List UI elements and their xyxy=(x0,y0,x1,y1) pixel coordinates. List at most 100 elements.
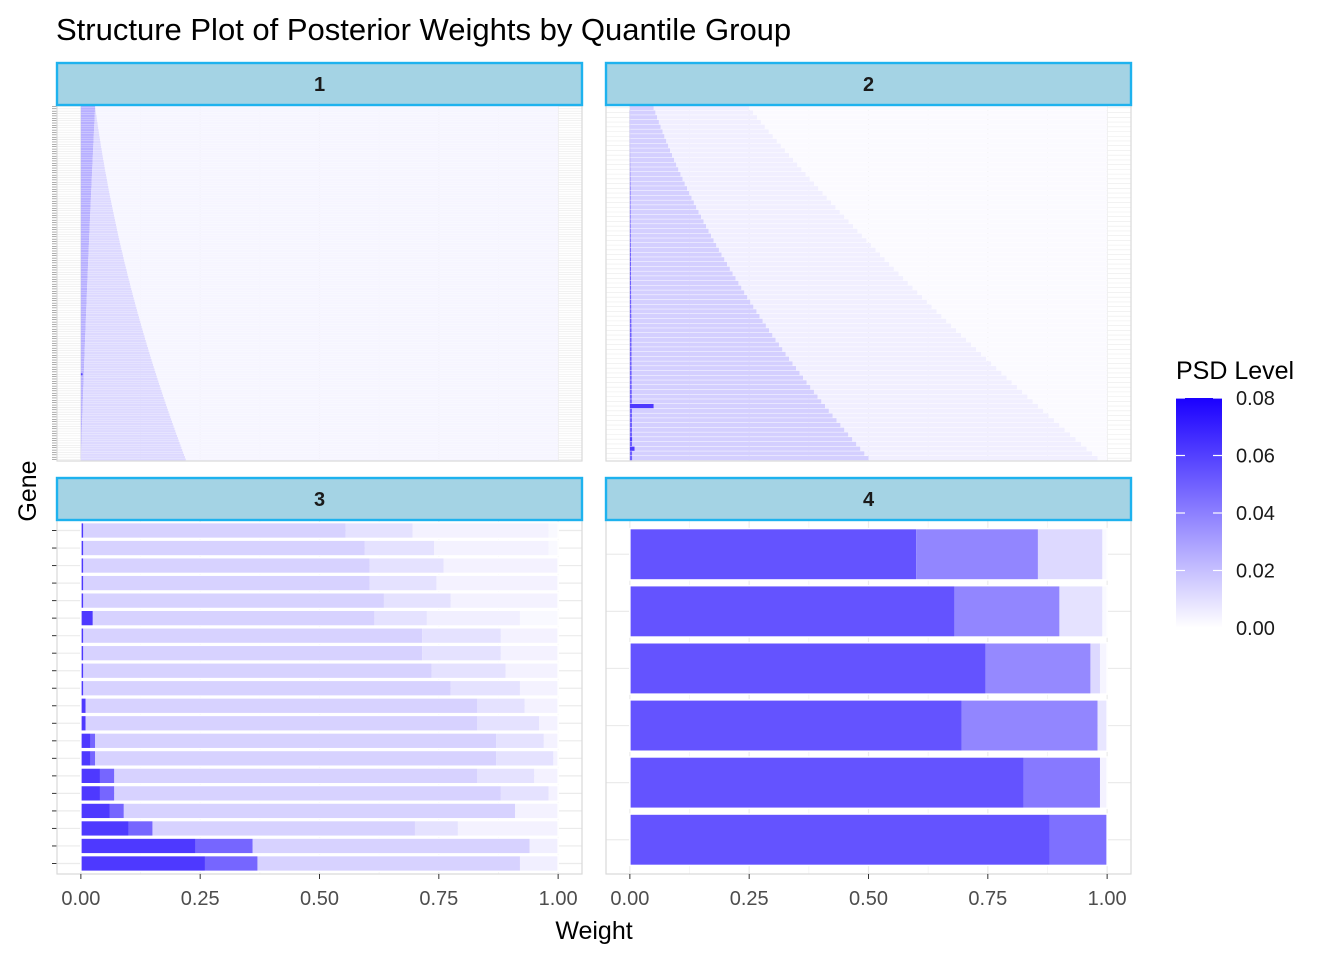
bar-segment xyxy=(99,767,115,784)
gene-bar xyxy=(80,292,559,295)
bar-segment xyxy=(631,318,763,324)
gene-bar xyxy=(629,138,1108,144)
gene-bar xyxy=(80,254,559,257)
bar-segment xyxy=(84,363,154,366)
x-tick-label: 0.75 xyxy=(419,888,458,910)
bar-segment xyxy=(868,456,1098,461)
bar-segment xyxy=(111,202,559,205)
gene-bar xyxy=(80,732,559,750)
bar-segment xyxy=(81,437,178,440)
gene-bar xyxy=(80,767,559,785)
bar-segment xyxy=(95,105,559,108)
bar-segment xyxy=(941,314,1108,319)
bar-segment xyxy=(180,444,559,447)
bar-segment xyxy=(631,328,770,333)
bar-segment xyxy=(775,337,967,342)
bar-segment xyxy=(852,437,1076,442)
bar-segment xyxy=(630,153,673,158)
bar-segment xyxy=(115,219,559,222)
bar-segment xyxy=(946,318,1108,324)
bar-segment xyxy=(123,803,516,819)
bar-segment xyxy=(772,134,1108,139)
bar-segment xyxy=(870,242,1108,248)
bar-segment xyxy=(147,344,559,347)
bar-segment xyxy=(98,131,559,134)
bar-segment xyxy=(80,235,90,238)
gene-bar xyxy=(80,121,559,125)
bar-segment xyxy=(81,444,181,447)
bar-segment xyxy=(629,342,632,347)
bar-segment xyxy=(676,162,798,167)
gene-bar xyxy=(629,271,1108,276)
gene-bar xyxy=(80,521,559,540)
bar-segment xyxy=(80,174,92,177)
bar-segment xyxy=(80,441,82,445)
bar-segment xyxy=(80,107,96,110)
bar-outline xyxy=(80,644,559,662)
gene-bar xyxy=(80,138,559,141)
bar-segment xyxy=(112,207,559,210)
bar-segment xyxy=(629,299,632,305)
bar-segment xyxy=(152,361,559,364)
bar-segment xyxy=(434,540,549,556)
gene-bar xyxy=(629,157,1108,163)
bar-outline xyxy=(80,837,559,855)
bar-outline xyxy=(80,591,559,610)
gene-bar xyxy=(80,107,559,110)
gene-bar xyxy=(629,148,1108,153)
bar-segment xyxy=(91,178,107,181)
bar-segment xyxy=(85,697,478,714)
bar-segment xyxy=(133,297,559,300)
bar-segment xyxy=(631,337,776,342)
gene-bar xyxy=(80,323,559,326)
bar-segment xyxy=(117,228,559,231)
bar-outline xyxy=(629,642,1108,695)
bar-segment xyxy=(759,314,942,319)
gene-bar xyxy=(80,230,559,234)
bar-segment xyxy=(629,361,632,366)
bar-segment xyxy=(810,385,1017,390)
bar-segment xyxy=(630,186,688,191)
bar-segment xyxy=(84,354,151,357)
bar-segment xyxy=(96,112,559,115)
bar-segment xyxy=(99,136,559,139)
bar-segment xyxy=(81,430,176,433)
bar-segment xyxy=(84,342,147,345)
bar-segment xyxy=(917,290,1108,295)
bar-segment xyxy=(92,155,103,158)
bar-segment xyxy=(821,399,1033,404)
bar-segment xyxy=(88,245,121,248)
gene-bar xyxy=(629,233,1108,238)
bar-segment xyxy=(374,610,427,627)
bar-segment xyxy=(80,432,82,435)
bar-segment xyxy=(735,276,904,281)
bar-segment xyxy=(85,337,146,340)
bar-segment xyxy=(105,169,559,172)
gene-bar xyxy=(80,266,559,269)
bar-segment xyxy=(82,403,167,407)
bar-segment xyxy=(629,366,632,371)
bar-segment xyxy=(738,280,908,286)
bar-segment xyxy=(631,261,728,267)
bar-segment xyxy=(629,119,659,125)
bar-segment xyxy=(82,422,173,426)
bar-segment xyxy=(996,366,1108,371)
gene-bar xyxy=(629,261,1108,267)
bar-segment xyxy=(672,153,790,158)
gene-bar xyxy=(80,316,559,319)
bar-segment xyxy=(631,399,822,404)
bar-segment xyxy=(88,257,124,260)
bar-segment xyxy=(80,169,93,172)
gene-bar xyxy=(80,330,559,333)
gene-bar xyxy=(80,171,559,174)
x-axis-ticks: 0.00 0.25 0.50 0.75 1.00 xyxy=(610,874,1127,910)
gene-bar xyxy=(629,280,1108,286)
bar-segment xyxy=(80,715,86,732)
bar-segment xyxy=(515,803,559,819)
bar-segment xyxy=(813,389,1023,395)
bar-segment xyxy=(630,171,681,177)
bar-segment xyxy=(1011,380,1108,385)
bar-segment xyxy=(176,432,559,435)
bar-segment xyxy=(985,642,1091,695)
bar-segment xyxy=(83,394,164,397)
